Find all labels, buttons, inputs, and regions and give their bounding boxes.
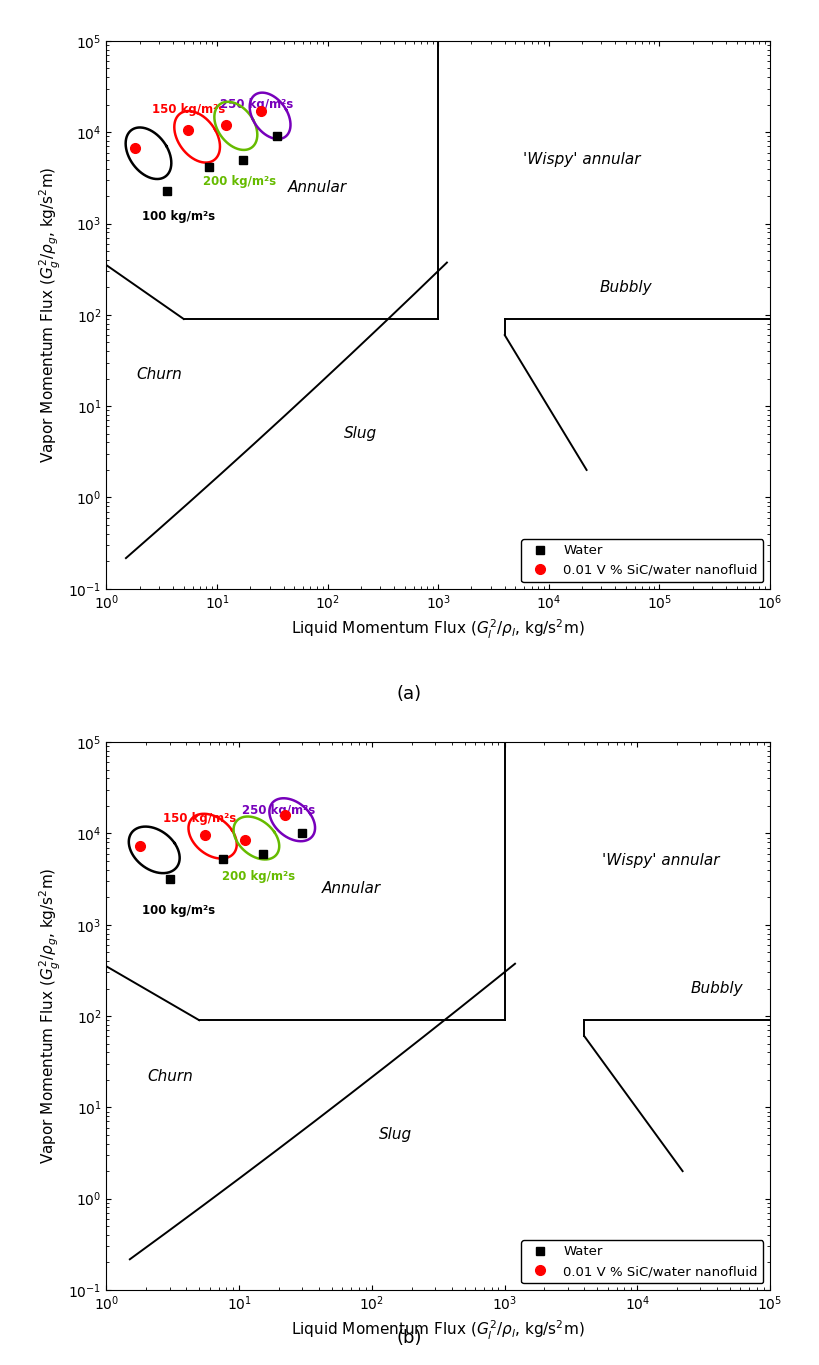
- Legend: Water, 0.01 V % SiC/water nanofluid: Water, 0.01 V % SiC/water nanofluid: [521, 1241, 763, 1283]
- Text: Churn: Churn: [147, 1069, 192, 1084]
- X-axis label: Liquid Momentum Flux ($G_l^2$/$\rho_l$, kg/s$^2$m): Liquid Momentum Flux ($G_l^2$/$\rho_l$, …: [292, 618, 585, 642]
- Text: 150 kg/m²s: 150 kg/m²s: [152, 102, 225, 116]
- Text: Slug: Slug: [344, 426, 378, 441]
- Legend: Water, 0.01 V % SiC/water nanofluid: Water, 0.01 V % SiC/water nanofluid: [521, 539, 763, 581]
- Text: 200 kg/m²s: 200 kg/m²s: [222, 870, 295, 883]
- Text: 200 kg/m²s: 200 kg/m²s: [203, 175, 276, 188]
- Text: Bubbly: Bubbly: [600, 280, 652, 295]
- Text: 'Wispy' annular: 'Wispy' annular: [602, 853, 719, 868]
- Y-axis label: Vapor Momentum Flux ($G_g^2$/$\rho_g$, kg/s$^2$m): Vapor Momentum Flux ($G_g^2$/$\rho_g$, k…: [38, 868, 63, 1164]
- Text: 150 kg/m²s: 150 kg/m²s: [163, 812, 236, 826]
- Text: 250 kg/m²s: 250 kg/m²s: [220, 97, 294, 111]
- Text: Bubbly: Bubbly: [690, 981, 744, 996]
- Text: 100 kg/m²s: 100 kg/m²s: [142, 904, 215, 917]
- Text: (b): (b): [396, 1330, 423, 1347]
- Text: 100 kg/m²s: 100 kg/m²s: [143, 210, 215, 224]
- Text: 250 kg/m²s: 250 kg/m²s: [242, 804, 315, 818]
- Text: Annular: Annular: [287, 180, 346, 195]
- Text: 'Wispy' annular: 'Wispy' annular: [523, 153, 640, 168]
- Text: Annular: Annular: [322, 880, 381, 895]
- X-axis label: Liquid Momentum Flux ($G_l^2$/$\rho_l$, kg/s$^2$m): Liquid Momentum Flux ($G_l^2$/$\rho_l$, …: [292, 1319, 585, 1342]
- Text: Slug: Slug: [378, 1127, 412, 1143]
- Text: (a): (a): [397, 685, 422, 703]
- Y-axis label: Vapor Momentum Flux ($G_g^2$/$\rho_g$, kg/s$^2$m): Vapor Momentum Flux ($G_g^2$/$\rho_g$, k…: [38, 167, 63, 463]
- Text: Churn: Churn: [136, 367, 182, 382]
